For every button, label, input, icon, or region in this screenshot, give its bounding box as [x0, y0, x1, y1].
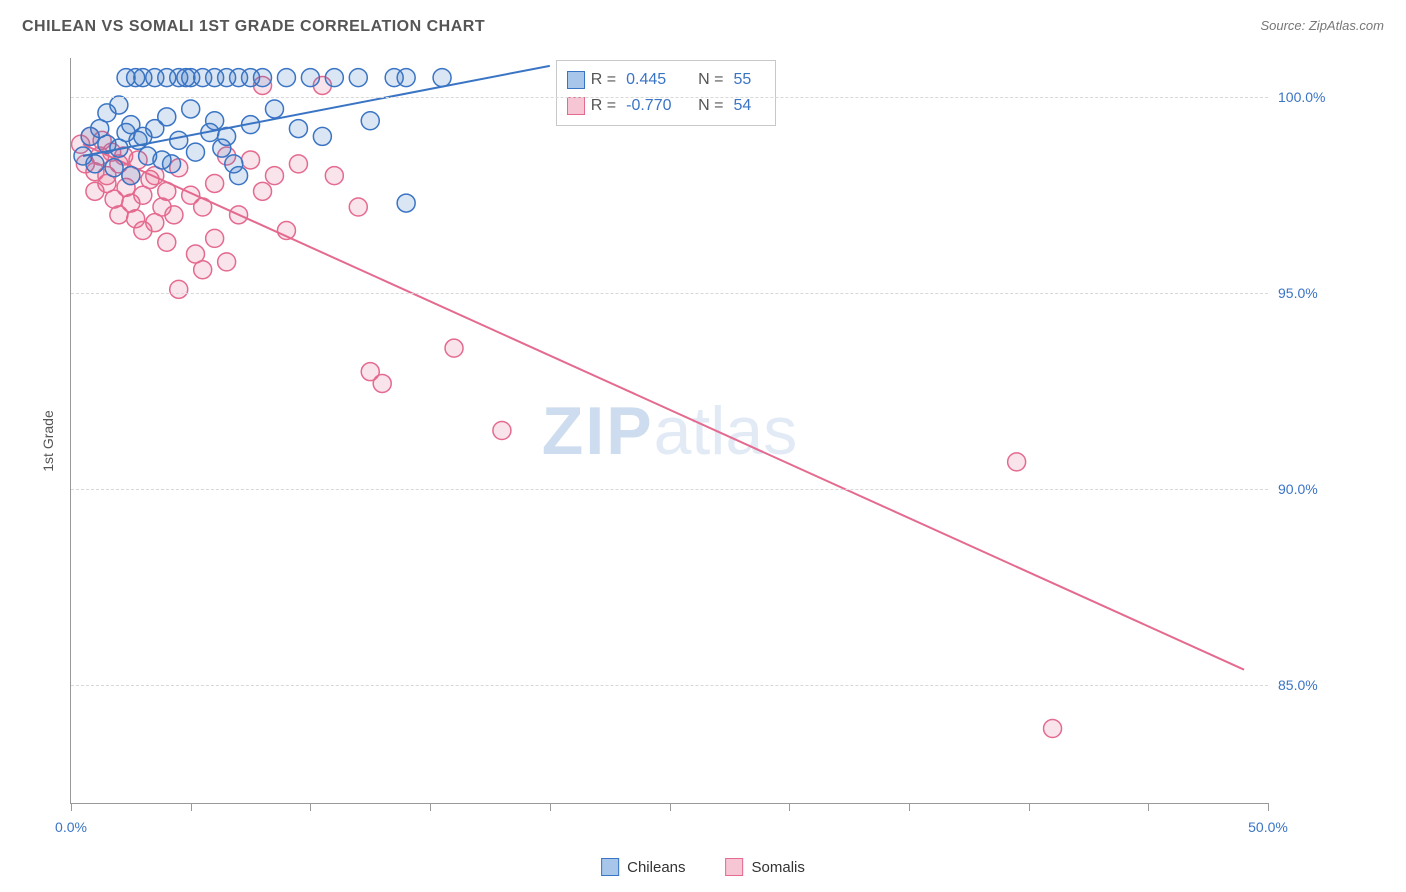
swatch-somalis-icon	[567, 97, 585, 115]
x-tick	[71, 803, 72, 811]
data-point	[313, 127, 331, 145]
data-point	[445, 339, 463, 357]
data-point	[86, 155, 104, 173]
x-tick	[789, 803, 790, 811]
data-point	[194, 261, 212, 279]
data-point	[301, 69, 319, 87]
data-point	[265, 167, 283, 185]
data-point	[194, 198, 212, 216]
data-point	[206, 112, 224, 130]
data-point	[1044, 720, 1062, 738]
y-tick-label: 90.0%	[1278, 481, 1368, 497]
data-point	[163, 155, 181, 173]
data-point	[170, 131, 188, 149]
y-tick-label: 85.0%	[1278, 677, 1368, 693]
data-point	[397, 69, 415, 87]
data-point	[1008, 453, 1026, 471]
data-point	[170, 280, 188, 298]
n-value-chileans: 55	[729, 67, 761, 93]
data-point	[349, 69, 367, 87]
legend-item-chileans: Chileans	[601, 858, 685, 876]
stats-row-chileans: R = 0.445 N = 55	[567, 67, 761, 93]
bottom-legend: Chileans Somalis	[601, 858, 805, 876]
source-name: ZipAtlas.com	[1309, 18, 1384, 33]
trend-line	[83, 144, 1244, 669]
data-point	[206, 174, 224, 192]
x-tick	[909, 803, 910, 811]
data-point	[186, 143, 204, 161]
data-point	[182, 100, 200, 118]
x-tick	[191, 803, 192, 811]
r-label: R =	[591, 67, 616, 93]
x-tick	[550, 803, 551, 811]
data-point	[265, 100, 283, 118]
x-tick	[1268, 803, 1269, 811]
gridline	[71, 489, 1268, 490]
data-point	[289, 155, 307, 173]
data-point	[493, 422, 511, 440]
data-point	[110, 96, 128, 114]
legend-label-chileans: Chileans	[627, 859, 685, 876]
n-label: N =	[698, 67, 723, 93]
x-tick-label: 0.0%	[55, 819, 87, 835]
data-point	[122, 167, 140, 185]
data-point	[349, 198, 367, 216]
data-point	[105, 159, 123, 177]
x-tick	[430, 803, 431, 811]
data-point	[158, 182, 176, 200]
data-point	[289, 120, 307, 138]
source-attribution: Source: ZipAtlas.com	[1260, 18, 1384, 33]
gridline	[71, 685, 1268, 686]
data-point	[433, 69, 451, 87]
x-tick	[310, 803, 311, 811]
chart-svg	[71, 58, 1268, 803]
data-point	[361, 112, 379, 130]
chart-title: CHILEAN VS SOMALI 1ST GRADE CORRELATION …	[22, 18, 485, 35]
data-point	[277, 69, 295, 87]
data-point	[206, 229, 224, 247]
legend-swatch-chileans-icon	[601, 858, 619, 876]
gridline	[71, 293, 1268, 294]
legend-swatch-somalis-icon	[726, 858, 744, 876]
gridline	[71, 97, 1268, 98]
data-point	[218, 253, 236, 271]
data-point	[230, 206, 248, 224]
x-tick	[1148, 803, 1149, 811]
legend-label-somalis: Somalis	[752, 859, 805, 876]
x-tick	[670, 803, 671, 811]
data-point	[218, 127, 236, 145]
data-point	[242, 151, 260, 169]
data-point	[254, 69, 272, 87]
data-point	[277, 222, 295, 240]
data-point	[397, 194, 415, 212]
data-point	[325, 167, 343, 185]
data-point	[254, 182, 272, 200]
y-tick-label: 95.0%	[1278, 285, 1368, 301]
data-point	[373, 374, 391, 392]
r-value-chileans: 0.445	[622, 67, 692, 93]
data-point	[158, 233, 176, 251]
legend-item-somalis: Somalis	[726, 858, 805, 876]
swatch-chileans-icon	[567, 71, 585, 89]
plot-area: ZIPatlas R = 0.445 N = 55 R = -0.770 N =…	[70, 58, 1268, 804]
x-tick-label: 50.0%	[1248, 819, 1288, 835]
data-point	[242, 116, 260, 134]
data-point	[165, 206, 183, 224]
plot-wrapper: 1st Grade ZIPatlas R = 0.445 N = 55 R = …	[48, 58, 1378, 824]
data-point	[230, 167, 248, 185]
correlation-stats-box: R = 0.445 N = 55 R = -0.770 N = 54	[556, 60, 776, 126]
data-point	[325, 69, 343, 87]
y-axis-title: 1st Grade	[40, 410, 56, 471]
x-tick	[1029, 803, 1030, 811]
source-prefix: Source:	[1260, 18, 1308, 33]
y-tick-label: 100.0%	[1278, 89, 1368, 105]
data-point	[158, 108, 176, 126]
